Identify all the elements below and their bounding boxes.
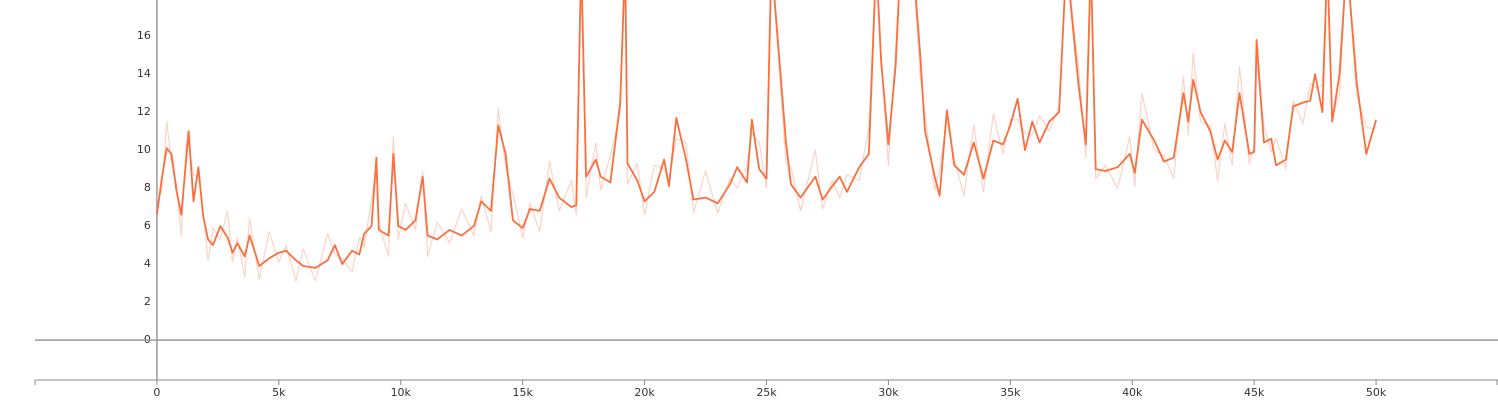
x-tick-label: 20k <box>634 386 655 399</box>
x-tick-label: 0 <box>153 386 160 399</box>
x-tick-label: 40k <box>1122 386 1143 399</box>
axes: 05k10k15k20k25k30k35k40k45k50k0246810121… <box>34 0 1498 399</box>
y-tick-label: 10 <box>137 143 151 156</box>
y-tick-label: 6 <box>144 219 151 232</box>
series-line <box>156 0 1377 269</box>
y-tick-label: 4 <box>144 257 151 270</box>
y-tick-label: 16 <box>137 29 151 42</box>
x-tick-label: 5k <box>272 386 286 399</box>
plot-area <box>156 0 1377 282</box>
x-tick-label: 50k <box>1366 386 1387 399</box>
y-tick-label: 14 <box>137 67 151 80</box>
y-tick-label: 2 <box>144 295 151 308</box>
x-tick-label: 25k <box>756 386 777 399</box>
x-tick-label: 30k <box>878 386 899 399</box>
y-tick-label: 12 <box>137 105 151 118</box>
x-tick-label: 15k <box>512 386 533 399</box>
x-tick-label: 45k <box>1244 386 1265 399</box>
y-tick-label: 8 <box>144 181 151 194</box>
x-tick-label: 10k <box>391 386 412 399</box>
x-tick-label: 35k <box>1000 386 1021 399</box>
